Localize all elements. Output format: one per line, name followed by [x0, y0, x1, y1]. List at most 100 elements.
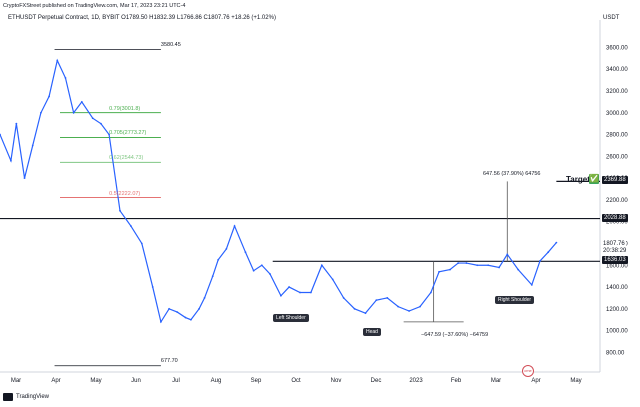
right-shoulder-tag: Right Shoulder: [495, 296, 535, 304]
footer-brand: TradingView: [16, 394, 50, 400]
x-tick-label: Nov: [331, 378, 342, 384]
price-box-target: 2369.88: [602, 176, 628, 185]
price-point: [100, 122, 102, 125]
x-tick-label: May: [570, 378, 581, 384]
price-series-line: [0, 58, 557, 324]
price-point: [517, 268, 520, 271]
events-icon[interactable]: cme: [522, 365, 534, 377]
y-tick-label: 1200.00: [606, 307, 628, 313]
price-point: [15, 122, 18, 125]
price-point: [449, 268, 451, 271]
price-point: [457, 262, 460, 264]
x-tick-label: Jun: [131, 378, 141, 384]
low-level-label: 677.70: [160, 357, 178, 364]
price-point: [299, 291, 301, 294]
y-tick-label: 2800.00: [606, 133, 628, 139]
price-point: [487, 264, 490, 267]
price-point: [386, 297, 389, 299]
price-point: [342, 297, 345, 299]
x-tick-label: Sep: [251, 378, 262, 384]
price-point: [539, 260, 541, 262]
price-point: [506, 253, 509, 256]
price-point: [190, 318, 192, 321]
y-tick-label: 800.00: [606, 350, 625, 356]
price-point: [80, 100, 83, 103]
x-tick-label: Apr: [51, 378, 60, 384]
price-point: [419, 305, 421, 308]
price-point: [476, 264, 479, 267]
price-point: [252, 269, 255, 272]
price-point: [244, 251, 247, 254]
price-point: [0, 133, 1, 136]
price-box-resistance: 2028.88: [602, 213, 628, 222]
price-point: [151, 286, 154, 288]
y-tick-label: 3000.00: [606, 111, 628, 117]
price-point: [280, 294, 282, 297]
y-tick-label: 3200.00: [606, 89, 628, 95]
price-point: [23, 177, 26, 180]
measure-up-label: 647.56 (37.90%) 64756: [483, 171, 541, 177]
price-box-neckline: 1636.03: [602, 256, 628, 265]
target-label: Target: [566, 175, 590, 184]
y-tick-label: 3600.00: [606, 45, 628, 51]
price-point: [320, 264, 323, 267]
x-tick-label: Jul: [172, 378, 180, 384]
price-point: [408, 310, 410, 312]
price-point: [198, 307, 200, 310]
price-point: [203, 297, 206, 299]
price-point: [160, 320, 162, 323]
x-tick-label: Mar: [11, 378, 21, 384]
currency-label: USDT: [603, 15, 620, 21]
x-tick-label: Feb: [451, 378, 462, 384]
y-tick-label: 1400.00: [606, 285, 628, 291]
symbol-line: ETHUSDT Perpetual Contract, 1D, BYBIT O1…: [8, 15, 276, 21]
y-tick-label: 1600.00: [606, 263, 628, 269]
price-point: [260, 264, 263, 267]
price-point: [269, 273, 271, 275]
price-point: [211, 275, 214, 278]
price-point: [288, 286, 290, 288]
x-tick-label: 2023: [409, 378, 423, 384]
y-tick-label: 2600.00: [606, 154, 628, 160]
price-point: [10, 159, 12, 162]
price-point: [547, 251, 550, 254]
price-point: [498, 266, 500, 269]
price-point: [331, 278, 334, 281]
price-point: [225, 248, 228, 250]
price-point: [176, 311, 179, 313]
x-tick-label: Apr: [531, 378, 540, 384]
measure-down-label: −647.59 (−37.60%) −64759: [421, 332, 489, 338]
price-point: [91, 117, 94, 120]
x-tick-label: Mar: [491, 378, 501, 384]
price-point: [64, 77, 67, 79]
price-point: [233, 225, 236, 227]
fib-label-079: 0.79(3001.8): [109, 105, 141, 112]
price-point: [555, 241, 558, 244]
price-point: [31, 144, 34, 147]
price-point: [364, 312, 367, 315]
fib-label-0705: 0.705(2773.27): [109, 130, 147, 137]
footer: TradingView: [3, 393, 49, 401]
fib-label-062: 0.62(2544.73): [109, 155, 144, 162]
publisher-line: CryptoFXStreet published on TradingView.…: [3, 3, 186, 9]
current-price-box: 1807.76 20:38:29: [603, 241, 627, 255]
x-tick-label: May: [90, 378, 101, 384]
candle-countdown: 20:38:29: [603, 248, 627, 254]
price-point: [108, 133, 110, 136]
price-point: [217, 258, 220, 261]
x-tick-label: Aug: [211, 378, 222, 384]
price-point: [430, 291, 432, 294]
price-point: [119, 209, 121, 212]
price-point: [72, 111, 75, 114]
price-point: [310, 291, 312, 294]
fib-label-05: 0.5(2222.07): [109, 190, 141, 197]
price-point: [375, 299, 378, 302]
price-point: [184, 316, 187, 319]
left-shoulder-tag: Left Shoulder: [273, 314, 309, 322]
price-point: [530, 283, 533, 286]
price-point: [40, 111, 42, 114]
y-tick-label: 3400.00: [606, 67, 628, 73]
check-icon: ✅: [589, 174, 599, 184]
